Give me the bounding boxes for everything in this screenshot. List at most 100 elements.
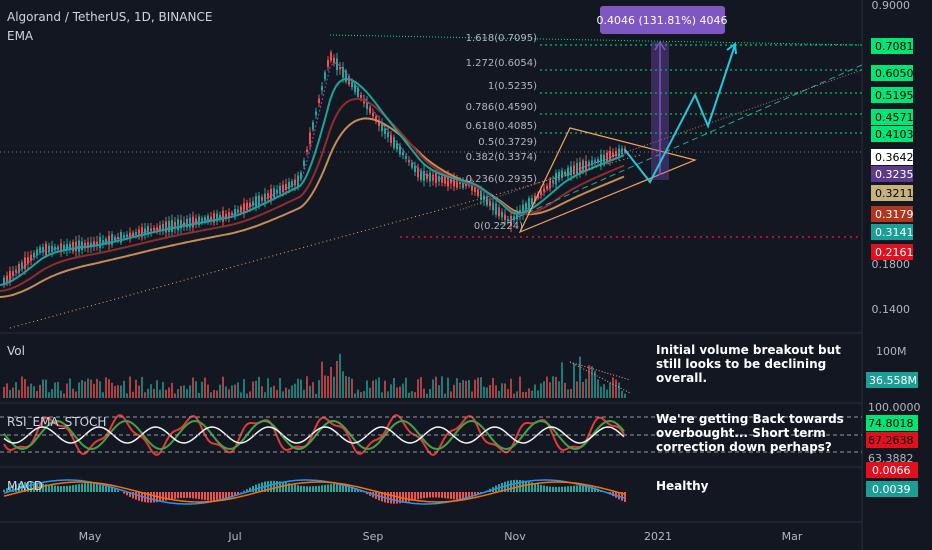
volume-bar: [258, 376, 260, 398]
macd-histogram-bar: [396, 492, 398, 504]
volume-bar: [282, 391, 284, 398]
volume-bar: [144, 392, 146, 398]
macd-histogram-bar: [540, 484, 542, 492]
volume-bar: [198, 392, 200, 398]
volume-bar: [447, 377, 449, 398]
macd-histogram-bar: [60, 486, 62, 492]
fib-retracement[interactable]: 1.618(0.7095) 1.272(0.6054) 1(0.5235) 0.…: [466, 33, 862, 232]
candle: [198, 216, 200, 226]
projection-path[interactable]: [624, 44, 736, 184]
volume-bar: [468, 380, 470, 398]
fib-label: 1(0.5235): [488, 81, 537, 92]
volume-bar: [513, 393, 515, 398]
volume-bar: [483, 386, 485, 398]
macd-histogram-bar: [420, 492, 422, 499]
candle: [483, 195, 485, 201]
volume-bar: [153, 388, 155, 398]
candle: [144, 228, 146, 234]
time-axis[interactable]: May Jul Sep Nov 2021 Mar: [79, 530, 803, 543]
volume-bar: [534, 384, 536, 398]
candle: [357, 87, 359, 97]
volume-bar: [489, 384, 491, 398]
macd-histogram-bar: [207, 492, 209, 501]
candle: [273, 188, 275, 198]
volume-bar: [240, 392, 242, 398]
symbol-title[interactable]: Algorand / TetherUS, 1D, BINANCE: [7, 10, 212, 24]
volume-bar: [204, 377, 206, 398]
candle: [474, 187, 476, 192]
macd-histogram-bar: [108, 485, 110, 492]
macd-histogram-bar: [177, 492, 179, 499]
candle: [318, 98, 320, 104]
candle: [168, 220, 170, 232]
rsi-badge: [866, 415, 918, 431]
price-badge: [871, 126, 913, 142]
candle: [546, 185, 548, 189]
volume-bar: [495, 385, 497, 398]
price-badge: [871, 149, 913, 165]
candle: [294, 179, 296, 186]
volume-bar: [387, 391, 389, 398]
volume-title[interactable]: Vol: [7, 344, 25, 358]
volume-bar: [228, 389, 230, 398]
macd-histogram-bar: [300, 485, 302, 492]
volume-bar: [570, 388, 572, 398]
candle: [57, 246, 59, 250]
volume-bar: [366, 380, 368, 398]
volume-bar: [537, 390, 539, 398]
candle: [45, 243, 47, 256]
macd-histogram-bar: [222, 492, 224, 500]
candle: [330, 52, 332, 61]
ema-indicator-label[interactable]: EMA: [7, 29, 34, 43]
volume-bar: [315, 393, 317, 398]
macd-title[interactable]: MACD: [7, 479, 43, 493]
volume-bar: [351, 378, 353, 398]
candle: [285, 184, 287, 190]
candle: [258, 195, 260, 206]
candle: [342, 67, 344, 78]
candle: [609, 150, 611, 162]
price-badge: [871, 87, 913, 103]
ema-layer: [0, 62, 625, 298]
macd-axis-label: 0.0066: [872, 464, 911, 477]
candle: [621, 148, 623, 154]
price-badge: [871, 224, 913, 240]
candle: [225, 213, 227, 218]
volume-bar: [291, 385, 293, 398]
macd-histogram-bar: [114, 488, 116, 492]
volume-bar: [408, 392, 410, 398]
volume-bar: [93, 383, 95, 398]
macd-histogram-bar: [105, 484, 107, 492]
macd-histogram-bar: [3, 489, 5, 492]
price-badge-label: 0.3642: [875, 151, 914, 164]
candle: [444, 176, 446, 184]
candle: [183, 222, 185, 226]
macd-histogram-bar: [6, 488, 8, 492]
candle: [456, 177, 458, 188]
ema-line-fast: [0, 62, 625, 286]
candle: [465, 182, 467, 187]
candle: [21, 262, 23, 270]
candle: [396, 143, 398, 150]
price-axis[interactable]: 0.9000 0.1800 0.1400 0.7081 0.6050 0.5195 0.45…: [866, 0, 921, 497]
symmetrical-triangle[interactable]: [518, 127, 697, 234]
volume-note-line: Initial volume breakout but: [656, 343, 841, 357]
macd-histogram-bar: [339, 483, 341, 492]
candle: [579, 162, 581, 173]
measure-tooltip: [600, 6, 725, 34]
candle: [27, 257, 29, 264]
price-badge-label: 0.4571: [875, 111, 914, 124]
candle: [81, 241, 83, 251]
candle: [9, 270, 11, 282]
support-trendline[interactable]: [9, 154, 641, 329]
macd-histogram-bar: [27, 481, 29, 492]
price-badge: [871, 166, 913, 182]
rsi-title[interactable]: RSI_EMA_STOCH: [7, 415, 106, 429]
volume-bar: [384, 380, 386, 398]
macd-histogram-bar: [360, 490, 362, 492]
candle: [405, 156, 407, 159]
candle: [351, 81, 353, 88]
channel-upper-line[interactable]: [499, 64, 863, 226]
candle: [354, 84, 356, 93]
candle: [603, 154, 605, 163]
